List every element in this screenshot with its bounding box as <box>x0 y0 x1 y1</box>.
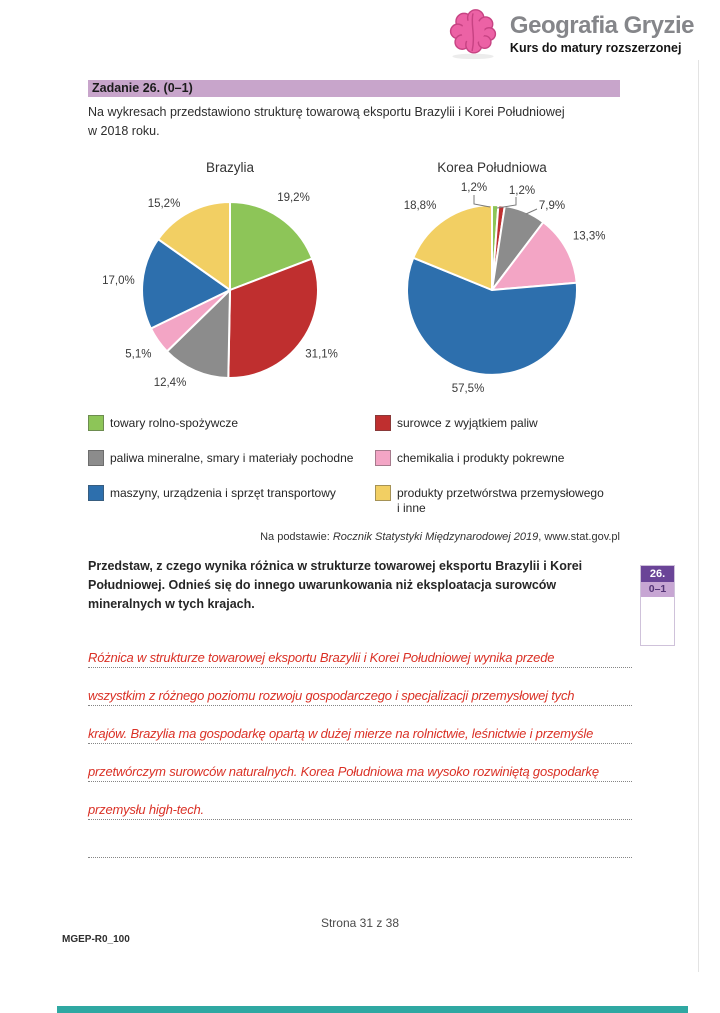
task-header-bar: Zadanie 26. (0–1) <box>88 80 620 97</box>
legend-label: chemikalia i produkty pokrewne <box>397 451 565 465</box>
brand-name: Geografia Gryzie <box>509 12 695 39</box>
source-title: Rocznik Statystyki Międzynarodowej 2019 <box>332 531 539 543</box>
pie-slice-label: 1,2% <box>509 185 535 197</box>
legend-left-column: towary rolno-spożywcze paliwa mineralne, … <box>88 415 368 520</box>
legend-swatch <box>88 450 104 466</box>
korea-pie-chart: 1,2% 1,2% 7,9% 13,3% 57,5% 18,8% <box>404 182 606 395</box>
handwritten-answer-text: krajów. Brazylia ma gospodarkę opartą w … <box>88 726 594 741</box>
pie-slice <box>166 289 231 379</box>
answer-ruled-line[interactable]: przetwórczym surowców naturalnych. Korea… <box>88 744 632 782</box>
score-margin-badge: 26. 0–1 <box>640 565 675 646</box>
legend-swatch <box>88 415 104 431</box>
legend-item: maszyny, urządzenia i sprzęt transportow… <box>88 485 368 501</box>
brain-icon <box>449 9 497 60</box>
handwritten-answer-text: przemysłu high-tech. <box>88 802 204 817</box>
legend-label: maszyny, urządzenia i sprzęt transportow… <box>110 486 336 500</box>
badge-task-number: 26. <box>641 566 674 582</box>
source-citation: Na podstawie: Rocznik Statystyki Międzyn… <box>88 531 620 543</box>
brand-tagline: Kurs do matury rozszerzonej <box>509 41 682 55</box>
brand-text: Geografia Gryzie Kurs do matury rozszerz… <box>509 12 695 56</box>
pie-slice-label: 12,4% <box>154 377 187 389</box>
pie-slice-label: 17,0% <box>102 275 135 287</box>
handwritten-answer-text: Różnica w strukturze towarowej eksportu … <box>88 650 555 665</box>
legend-swatch <box>88 485 104 501</box>
answer-ruled-line[interactable]: krajów. Brazylia ma gospodarkę opartą w … <box>88 706 632 744</box>
brazil-pie-chart: 19,2% 31,1% 12,4% 5,1% 17,0% 15,2% <box>102 192 338 389</box>
source-suffix: , www.stat.gov.pl <box>538 531 620 543</box>
pie-slice-label: 19,2% <box>277 192 310 204</box>
pie-slice-label: 13,3% <box>573 230 606 242</box>
label-leader-line <box>525 208 538 215</box>
legend-label: paliwa mineralne, smary i materiały poch… <box>110 451 354 465</box>
pie-slice-label: 1,2% <box>461 182 487 194</box>
legend-item: towary rolno-spożywcze <box>88 415 368 431</box>
badge-points-range: 0–1 <box>641 582 674 597</box>
question-text: Przedstaw, z czego wynika różnica w stru… <box>88 559 583 611</box>
pie-slice <box>157 201 231 291</box>
answer-ruled-line[interactable]: przemysłu high-tech. <box>88 782 632 820</box>
pie-slice <box>227 257 319 380</box>
legend-item: produkty przetwórstwa przemysłowego i in… <box>375 485 625 516</box>
handwritten-answer-text: wszystkim z różnego poziomu rozwoju gosp… <box>88 688 575 703</box>
pie-slice-label: 7,9% <box>539 200 565 212</box>
legend-swatch <box>375 450 391 466</box>
answer-ruled-line[interactable]: wszystkim z różnego poziomu rozwoju gosp… <box>88 668 632 706</box>
pie-slice-label: 57,5% <box>452 383 485 395</box>
answer-ruled-line[interactable] <box>88 820 632 858</box>
legend-right-column: surowce z wyjątkiem paliw chemikalia i pr… <box>375 415 625 535</box>
answer-ruled-line[interactable]: Różnica w strukturze towarowej eksportu … <box>88 630 632 668</box>
pie-slice <box>229 201 314 291</box>
pie-slice <box>406 256 579 376</box>
legend-swatch <box>375 485 391 501</box>
legend-label: surowce z wyjątkiem paliw <box>397 416 538 430</box>
legend-label: towary rolno-spożywcze <box>110 416 239 430</box>
label-leader-line <box>496 197 517 209</box>
chart-title-korea: Korea Południowa <box>437 160 547 175</box>
chart-title-brazylia: Brazylia <box>205 160 254 175</box>
bottom-accent-bar <box>57 1006 688 1013</box>
answer-area[interactable]: Różnica w strukturze towarowej eksportu … <box>88 630 632 858</box>
label-leader-line <box>473 195 491 208</box>
pie-slice <box>491 221 578 291</box>
legend-item: paliwa mineralne, smary i materiały poch… <box>88 450 368 466</box>
pie-slice-label: 31,1% <box>305 348 338 360</box>
legend-item: surowce z wyjątkiem paliw <box>375 415 625 431</box>
pie-slice <box>141 238 231 330</box>
pie-slice-label: 5,1% <box>125 348 151 360</box>
exam-sheet-code: MGEP-R0_100 <box>62 934 130 945</box>
legend-item: chemikalia i produkty pokrewne <box>375 450 625 466</box>
legend-label: produkty przetwórstwa przemysłowego i in… <box>397 486 604 515</box>
page-margin-line <box>698 60 699 972</box>
pie-slice <box>412 204 493 291</box>
source-prefix: Na podstawie: <box>260 531 333 543</box>
pie-slice-label: 15,2% <box>148 198 181 210</box>
handwritten-answer-text: przetwórczym surowców naturalnych. Korea… <box>88 764 599 779</box>
pie-slice-label: 18,8% <box>404 200 437 212</box>
badge-score-box <box>641 597 674 645</box>
task-intro-text: Na wykresach przedstawiono strukturę tow… <box>88 105 565 138</box>
brand-header: Geografia Gryzie Kurs do matury rozszerz… <box>446 8 695 60</box>
legend-swatch <box>375 415 391 431</box>
page-number: Strona 31 z 38 <box>320 916 400 930</box>
